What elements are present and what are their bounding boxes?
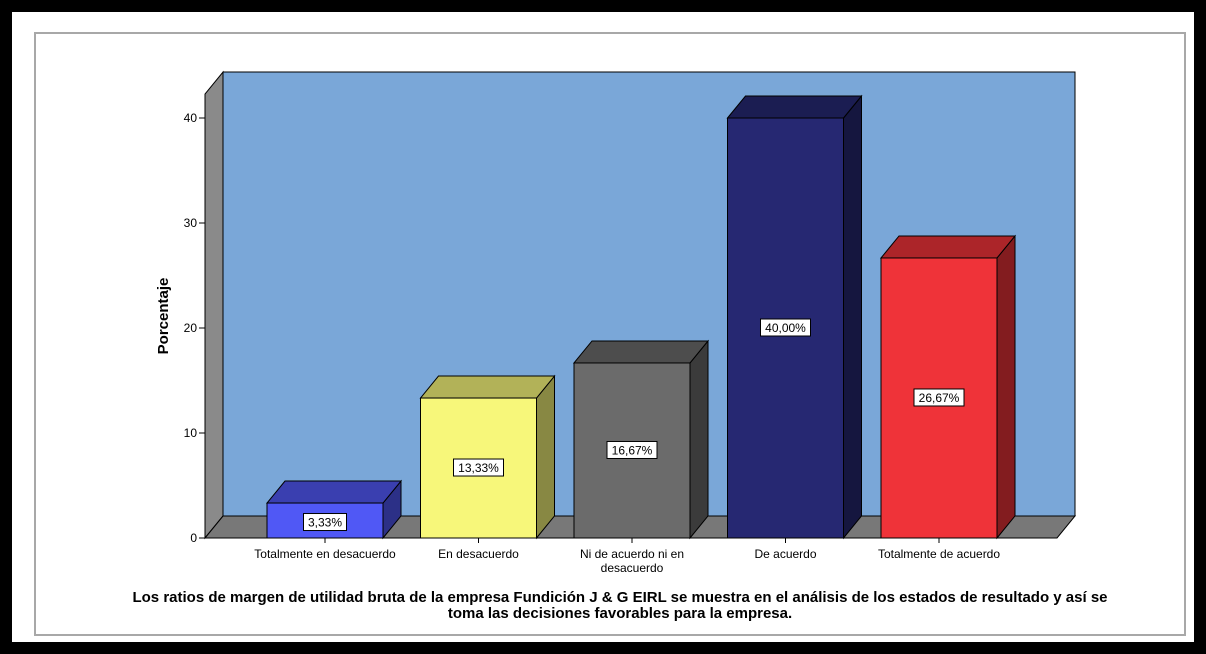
x-axis-categories: Totalmente en desacuerdo En desacuerdo Ni … [254, 538, 1000, 575]
y-axis-label: Porcentaje [155, 278, 172, 355]
bar-top [419, 375, 556, 399]
data-label: 13,33% [458, 461, 499, 475]
data-label-box [913, 388, 965, 407]
bar-5: 26,67% [879, 234, 1017, 540]
data-label-box [606, 440, 658, 459]
bar-2: 13,33% [419, 374, 556, 540]
y-tick-label: 20 [184, 321, 198, 335]
bar-top [572, 340, 710, 364]
x-category-label: desacuerdo [601, 561, 664, 575]
y-tick-label: 30 [184, 216, 198, 230]
bar-series: 3,33% 13,33% 16,67% 40,00% 26,67% [265, 94, 1017, 540]
bar-top [265, 480, 403, 504]
x-category-label: Totalmente en desacuerdo [254, 547, 396, 561]
data-label: 26,67% [919, 391, 960, 405]
bar-side [536, 374, 555, 540]
bar-top [879, 235, 1017, 259]
data-label-box [760, 318, 811, 337]
bar-3: 16,67% [572, 339, 710, 540]
bar-1: 3,33% [265, 479, 403, 540]
y-tick-label: 40 [184, 111, 198, 125]
x-category-label: De acuerdo [754, 547, 816, 561]
bar-front [573, 362, 691, 539]
y-axis: 0 10 20 30 40 [184, 111, 206, 545]
data-label: 40,00% [765, 321, 806, 335]
bar-side [843, 94, 862, 540]
data-label: 3,33% [308, 516, 342, 530]
x-category-label: Ni de acuerdo ni en [580, 547, 684, 561]
x-axis-label: Los ratios de margen de utilidad bruta d… [132, 589, 1108, 622]
x-category-label: Totalmente de acuerdo [878, 547, 1000, 561]
data-label: 16,67% [612, 443, 653, 457]
plot-left-wall [204, 70, 224, 540]
y-tick-label: 10 [184, 426, 198, 440]
y-tick-label: 0 [190, 531, 197, 545]
bar-top [726, 95, 863, 119]
bar-4: 40,00% [726, 94, 863, 540]
bar-side [689, 339, 709, 540]
x-category-label: En desacuerdo [438, 547, 519, 561]
data-label-box [453, 458, 504, 477]
data-label-box [303, 513, 347, 532]
bar-side [996, 234, 1016, 540]
